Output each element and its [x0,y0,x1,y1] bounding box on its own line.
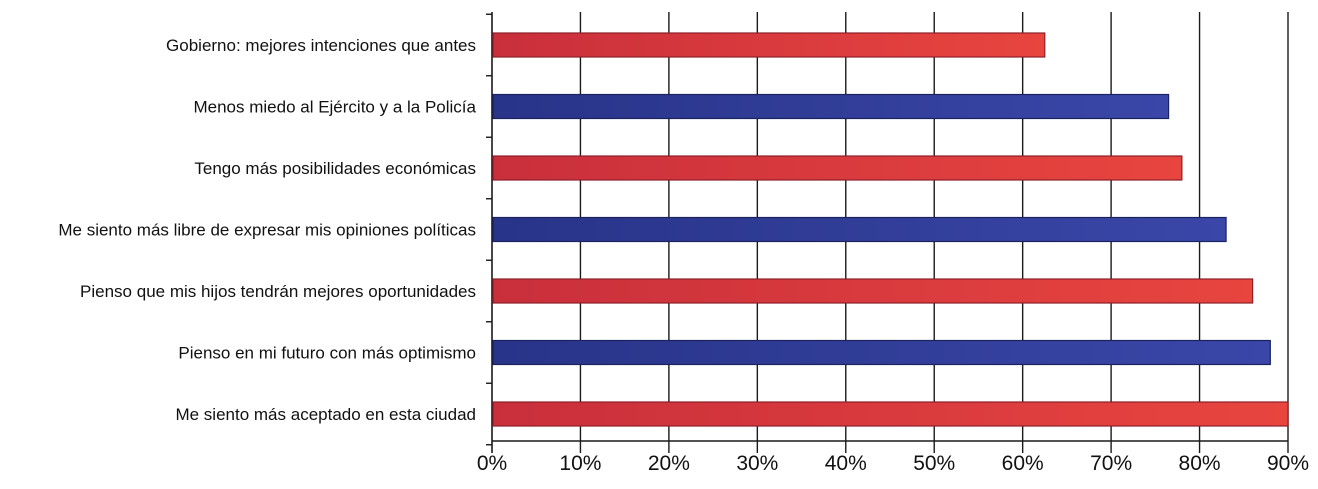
category-label: Tengo más posibilidades económicas [194,159,476,178]
category-label: Me siento más aceptado en esta ciudad [175,405,476,424]
x-tick-label: 80% [1179,452,1221,475]
category-label: Gobierno: mejores intenciones que antes [166,36,476,55]
category-label: Me siento más libre de expresar mis opin… [58,221,476,240]
x-tick-label: 70% [1090,452,1132,475]
category-label-layer: Gobierno: mejores intenciones que antes M… [58,36,476,424]
category-label: Pienso en mi futuro con más optimismo [178,344,476,363]
x-tick-label: 40% [825,452,867,475]
bar [492,216,1227,243]
bar [492,278,1254,304]
category-label: Pienso que mis hijos tendrán mejores opo… [80,282,476,301]
bar [492,401,1289,427]
bar [492,339,1271,366]
x-tick-label: 0% [477,452,507,475]
x-tick-label: 10% [559,452,601,475]
bar [492,32,1046,58]
bar [492,155,1183,181]
bar [492,93,1170,120]
x-tick-label: 90% [1267,452,1309,475]
x-tick-label: 50% [913,452,955,475]
bar-layer [492,32,1289,427]
x-tick-label: 30% [736,452,778,475]
x-tick-label: 20% [648,452,690,475]
x-tick-label: 60% [1002,452,1044,475]
tick-label-layer: 0% 10% 20% 30% 40% 50% 60% 70% 80% 90% [477,452,1309,475]
category-label: Menos miedo al Ejército y a la Policía [193,98,476,117]
